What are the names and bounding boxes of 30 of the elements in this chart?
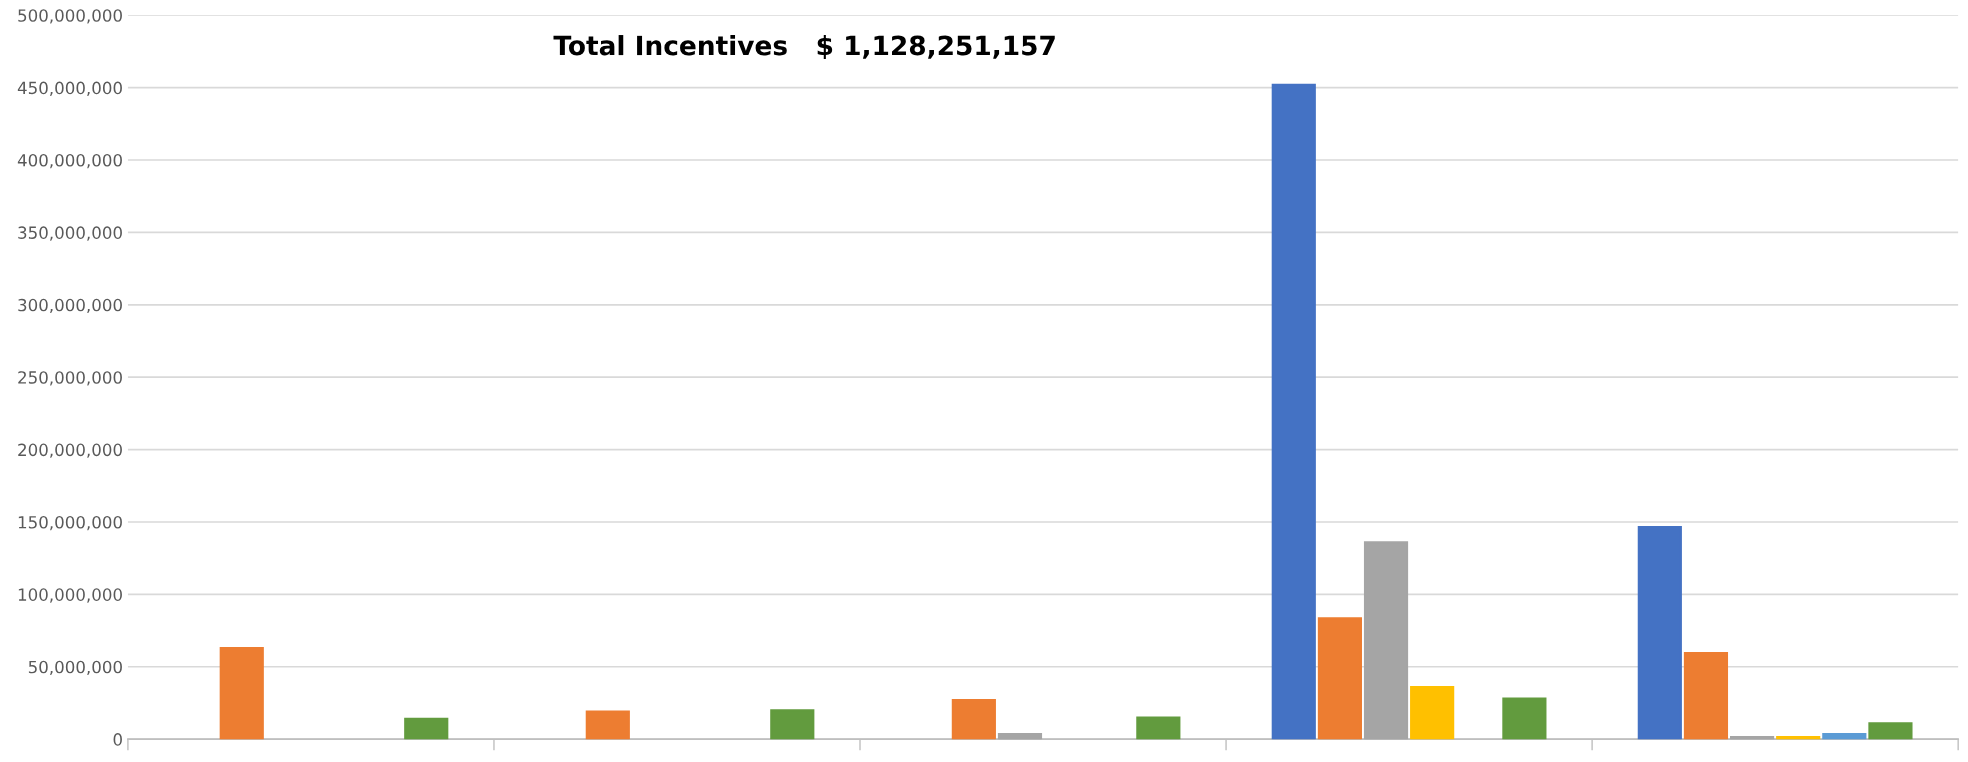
- bar: [1136, 716, 1181, 740]
- bar: [1729, 735, 1775, 740]
- bar: [951, 699, 996, 740]
- bar: [404, 717, 449, 740]
- bar: [1271, 83, 1316, 740]
- bar: [1410, 685, 1455, 740]
- bar: [585, 710, 630, 740]
- bar: [1317, 617, 1362, 740]
- y-tick-label: 400,000,000: [17, 153, 122, 169]
- bar: [1502, 697, 1547, 740]
- bar: [997, 733, 1043, 740]
- y-tick-label: 500,000,000: [18, 9, 122, 24]
- bar: [1868, 722, 1913, 740]
- y-tick-label: 100,000,000: [18, 588, 122, 603]
- bar: [1822, 733, 1867, 740]
- text: Total Incentives $ 1,128,251,157: [553, 35, 1055, 59]
- bar: [770, 709, 815, 740]
- bar: [1363, 541, 1409, 740]
- bar: [219, 646, 264, 740]
- y-tick-label: 200,000,000: [18, 443, 122, 458]
- bar: [1637, 526, 1682, 740]
- bar: [1776, 735, 1821, 740]
- bar: [1683, 651, 1729, 740]
- y-tick-label: 350,000,000: [18, 226, 122, 241]
- y-tick-label: 50,000,000: [28, 660, 122, 676]
- y-tick-label: 150,000,000: [18, 515, 122, 531]
- y-tick-label: 0: [113, 733, 122, 746]
- y-tick-label: 450,000,000: [17, 81, 122, 96]
- y-tick-label: 300,000,000: [18, 298, 122, 314]
- y-tick-label: 250,000,000: [18, 371, 122, 386]
